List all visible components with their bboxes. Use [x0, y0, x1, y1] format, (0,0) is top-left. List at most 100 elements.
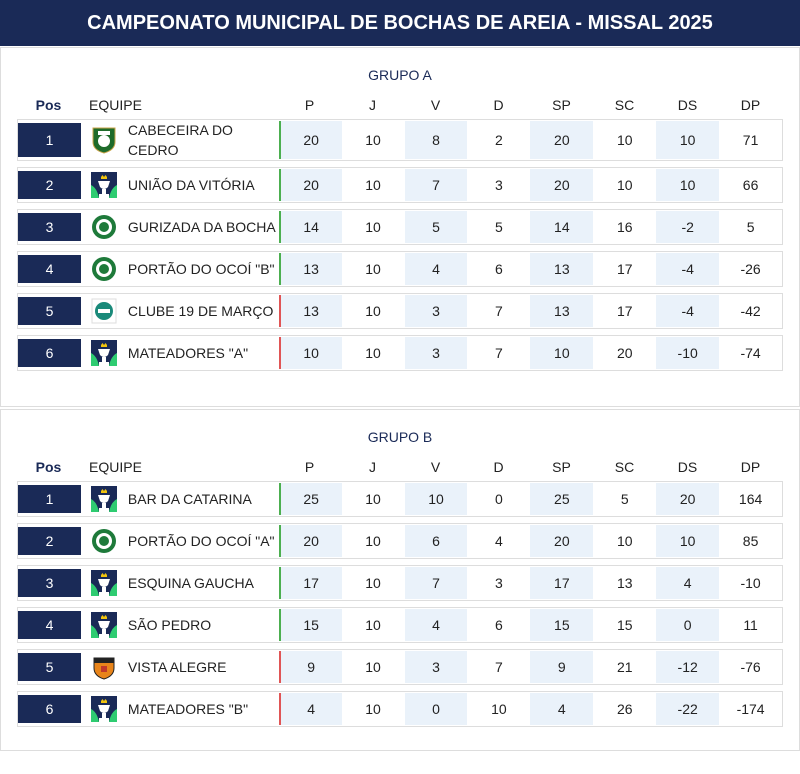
stat-j: 10 [365, 617, 381, 633]
table-row[interactable]: 1 CABECEIRA DO CEDRO 20 10 8 2 20 10 10 71 [17, 119, 783, 161]
stat-dp: -174 [736, 701, 765, 717]
stat-j: 10 [365, 303, 381, 319]
stat-sp: 20 [530, 169, 594, 201]
header-pos: Pos [35, 458, 62, 475]
table-row[interactable]: 6 MATEADORES "A" 10 10 3 7 10 20 -10 -74 [17, 335, 783, 371]
stat-dp: 85 [742, 533, 759, 549]
header-d: D [493, 458, 504, 475]
table-row[interactable]: 1 BAR DA CATARINA 25 10 10 0 25 5 20 164 [17, 481, 783, 517]
header-j: J [369, 96, 376, 113]
header-v: V [430, 96, 441, 113]
stat-v: 7 [404, 169, 468, 201]
stat-d: 10 [491, 701, 507, 717]
header-pos: Pos [35, 96, 62, 113]
position: 4 [18, 611, 81, 639]
stat-sp: 13 [530, 253, 594, 285]
stat-v: 4 [404, 253, 468, 285]
stat-sc: 15 [616, 617, 633, 633]
position: 5 [18, 297, 81, 325]
stat-p: 20 [278, 169, 342, 201]
table-row[interactable]: 2 UNIÃO DA VITÓRIA 20 10 7 3 20 10 10 66 [17, 167, 783, 203]
stat-sc: 17 [616, 303, 633, 319]
team-name: MATEADORES "A" [127, 345, 249, 361]
stat-v: 3 [404, 651, 468, 683]
stat-ds: 10 [656, 169, 720, 201]
team-logo-icon [90, 485, 118, 513]
table-row[interactable]: 4 PORTÃO DO OCOÍ "B" 13 10 4 6 13 17 -4 -26 [17, 251, 783, 287]
header-sp: SP [552, 458, 571, 475]
stat-ds: 10 [656, 121, 720, 159]
stat-p: 25 [278, 483, 342, 515]
team-name: CLUBE 19 DE MARÇO [127, 303, 274, 319]
stat-ds: -4 [656, 253, 720, 285]
table-row[interactable]: 6 MATEADORES "B" 4 10 0 10 4 26 -22 -174 [17, 691, 783, 727]
stat-p: 17 [278, 567, 342, 599]
group-title: GRUPO A [368, 67, 432, 83]
header-team: EQUIPE [89, 96, 142, 113]
stat-d: 4 [495, 533, 503, 549]
stat-d: 7 [495, 345, 503, 361]
stat-j: 10 [365, 345, 381, 361]
stat-dp: -74 [740, 345, 761, 361]
table-row[interactable]: 2 PORTÃO DO OCOÍ "A" 20 10 6 4 20 10 10 85 [17, 523, 783, 559]
stat-sc: 10 [616, 533, 633, 549]
stat-v: 8 [404, 121, 468, 159]
stat-ds: 4 [656, 567, 720, 599]
stat-ds: 10 [656, 525, 720, 557]
stat-sc: 26 [616, 701, 633, 717]
header-p: P [304, 96, 315, 113]
stat-d: 7 [495, 659, 503, 675]
team-name: UNIÃO DA VITÓRIA [127, 177, 255, 193]
stat-sp: 4 [530, 693, 594, 725]
stat-d: 6 [495, 261, 503, 277]
stat-j: 10 [365, 491, 381, 507]
table-row[interactable]: 3 GURIZADA DA BOCHA 14 10 5 5 14 16 -2 5 [17, 209, 783, 245]
group-a-panel: GRUPO A Pos EQUIPE P J V D SP SC DS DP 1 CABECEIRA D… [0, 47, 800, 407]
table-row[interactable]: 5 VISTA ALEGRE 9 10 3 7 9 21 -12 -76 [17, 649, 783, 685]
header-sp: SP [552, 96, 571, 113]
table-row[interactable]: 4 SÃO PEDRO 15 10 4 6 15 15 0 11 [17, 607, 783, 643]
team-logo-icon [90, 255, 118, 283]
team-logo-icon [90, 569, 118, 597]
stat-sp: 20 [530, 525, 594, 557]
stat-d: 3 [495, 575, 503, 591]
stat-j: 10 [365, 177, 381, 193]
stat-d: 5 [495, 219, 503, 235]
stat-ds: -2 [656, 211, 720, 243]
team-name: BAR DA CATARINA [127, 491, 252, 507]
header-j: J [369, 458, 376, 475]
table-header: Pos EQUIPE P J V D SP SC DS DP [17, 452, 783, 481]
header-ds: DS [677, 96, 698, 113]
table-row[interactable]: 5 CLUBE 19 DE MARÇO 13 10 3 7 13 17 -4 -42 [17, 293, 783, 329]
stat-sp: 20 [530, 121, 594, 159]
position: 5 [18, 653, 81, 681]
team-logo-icon [90, 171, 118, 199]
stat-ds: -10 [656, 337, 720, 369]
stat-dp: 71 [742, 132, 759, 148]
stat-p: 20 [278, 525, 342, 557]
table-row[interactable]: 3 ESQUINA GAUCHA 17 10 7 3 17 13 4 -10 [17, 565, 783, 601]
stat-p: 13 [278, 253, 342, 285]
header-v: V [430, 458, 441, 475]
stat-j: 10 [365, 659, 381, 675]
team-logo-icon [90, 611, 118, 639]
stat-p: 13 [278, 295, 342, 327]
stat-d: 6 [495, 617, 503, 633]
position: 3 [18, 213, 81, 241]
team-name: SÃO PEDRO [127, 617, 212, 633]
page-title: CAMPEONATO MUNICIPAL DE BOCHAS DE AREIA … [0, 0, 800, 46]
stat-d: 2 [495, 132, 503, 148]
position: 3 [18, 569, 81, 597]
stat-j: 10 [365, 132, 381, 148]
team-logo-icon [90, 339, 118, 367]
stat-sp: 10 [530, 337, 594, 369]
position: 6 [18, 339, 81, 367]
stat-sp: 15 [530, 609, 594, 641]
position: 4 [18, 255, 81, 283]
team-logo-icon [90, 213, 118, 241]
stat-p: 9 [278, 651, 342, 683]
position: 2 [18, 527, 81, 555]
stat-p: 14 [278, 211, 342, 243]
header-sc: SC [614, 96, 635, 113]
stat-v: 5 [404, 211, 468, 243]
